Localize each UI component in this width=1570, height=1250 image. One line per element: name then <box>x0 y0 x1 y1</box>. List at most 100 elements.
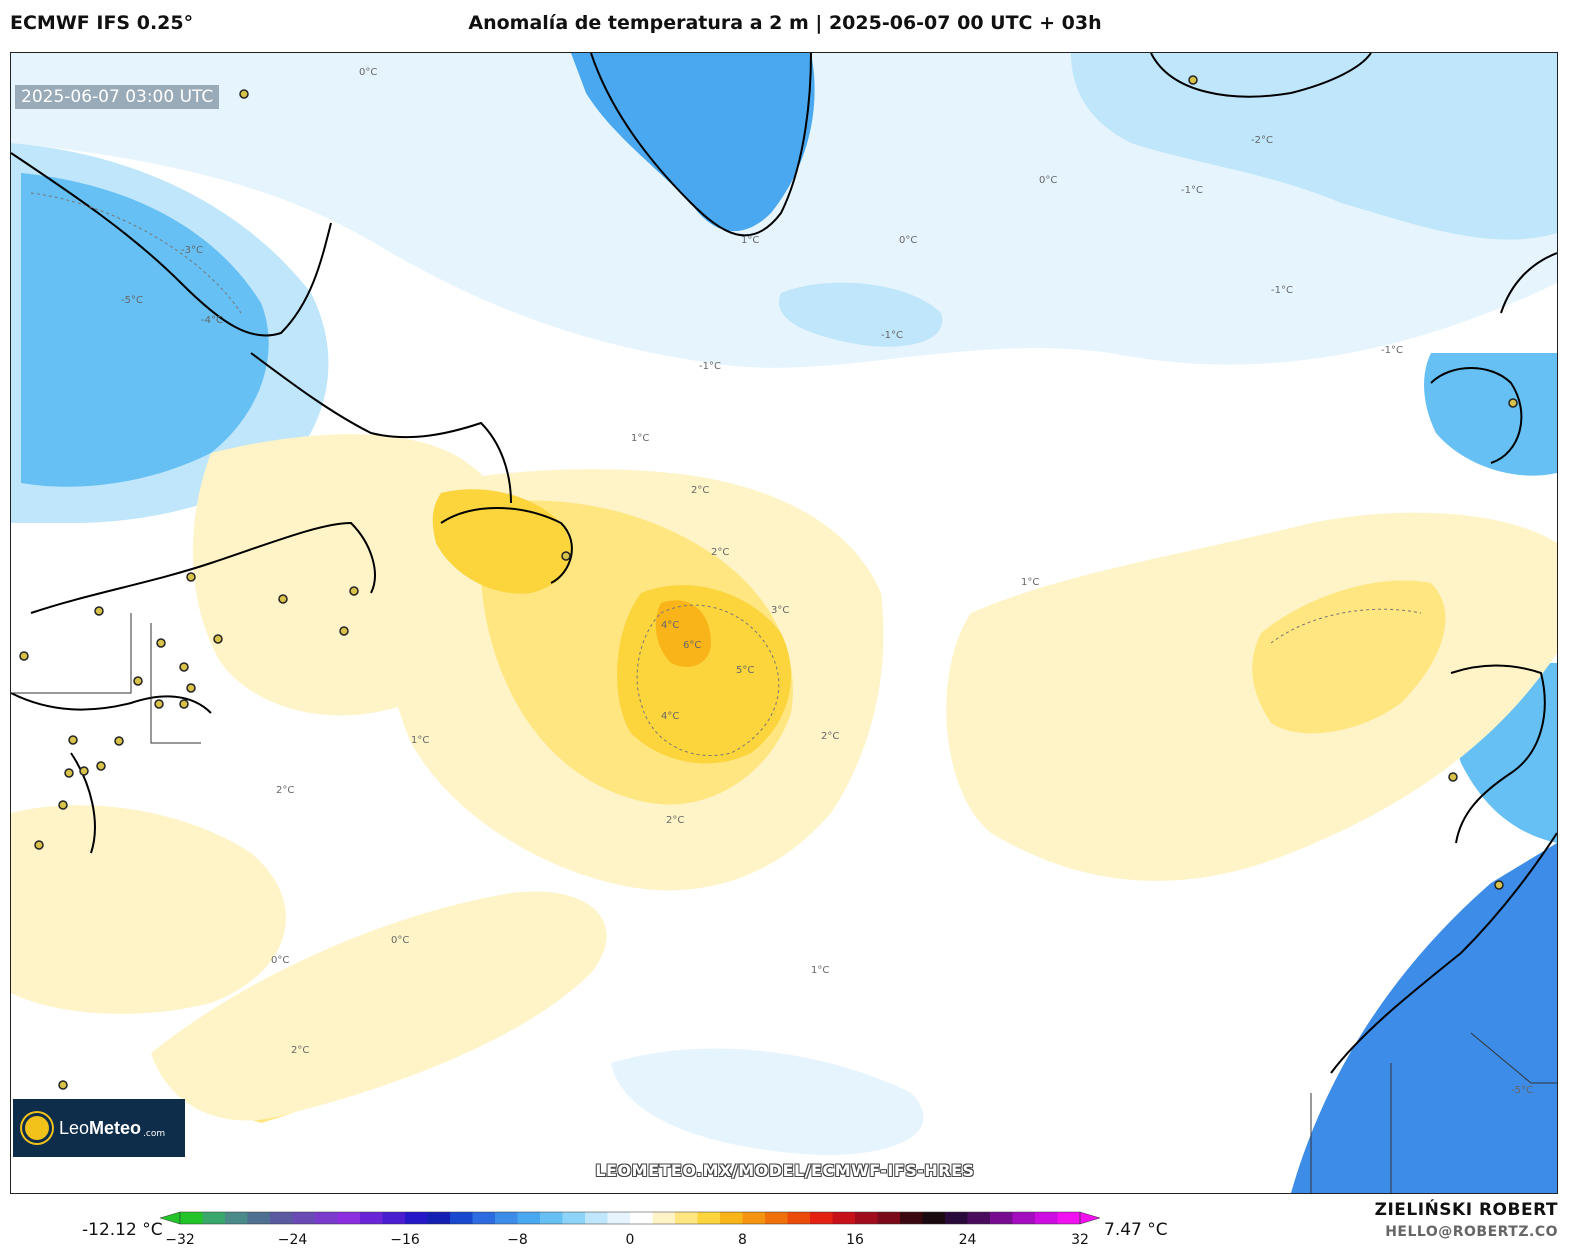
colorbar-swatch <box>832 1212 856 1224</box>
colorbar-swatch <box>742 1212 766 1224</box>
borders <box>11 613 1557 1193</box>
contour-label: -4°C <box>201 315 223 326</box>
contour-label: 2°C <box>821 731 839 742</box>
colorbar-swatch <box>900 1212 923 1224</box>
colorbar-min-value: -12.12 °C <box>82 1220 163 1240</box>
colorbar-swatch <box>877 1212 901 1224</box>
colorbar-tick-label: −24 <box>277 1232 308 1248</box>
contour-label: 2°C <box>291 1045 309 1056</box>
city-marker <box>179 699 189 709</box>
contour-label: 1°C <box>411 735 429 746</box>
colorbar-tick-label: 24 <box>958 1232 977 1248</box>
anomaly-field: 0°C 0°C 0°C 1°C -1°C -1°C 2°C 2°C 3°C 4°… <box>11 53 1557 1193</box>
contour-label: 2°C <box>711 547 729 558</box>
colorbar-swatch <box>922 1212 946 1224</box>
colorbar-swatch <box>472 1212 496 1224</box>
colorbar-tick-label: −32 <box>165 1232 195 1248</box>
colorbar-swatch <box>315 1212 338 1224</box>
colorbar-swatch <box>697 1212 721 1224</box>
city-marker <box>58 1080 68 1090</box>
city-marker <box>239 89 249 99</box>
city-marker <box>68 735 78 745</box>
colorbar-swatch <box>1012 1212 1036 1224</box>
colorbar-swatch <box>337 1212 361 1224</box>
logo-domain: .com <box>143 1129 166 1139</box>
anomaly-warm-east-atlantic <box>946 512 1557 881</box>
anomaly-cold-sw-atlantic <box>611 1048 924 1155</box>
sun-icon <box>25 1116 49 1140</box>
colorbar-swatch <box>765 1212 788 1224</box>
contour-label: 2°C <box>691 485 709 496</box>
colorbar-swatch <box>855 1212 878 1224</box>
author-contact[interactable]: HELLO@ROBERTZ.CO <box>1385 1224 1558 1240</box>
city-marker <box>154 699 164 709</box>
colorbar-swatch <box>787 1212 811 1224</box>
city-marker <box>561 551 571 561</box>
colorbar-arrow-right <box>1079 1211 1100 1225</box>
colorbar-swatch <box>427 1212 451 1224</box>
colorbar-swatch <box>292 1212 316 1224</box>
anomaly-map: 0°C 0°C 0°C 1°C -1°C -1°C 2°C 2°C 3°C 4°… <box>10 52 1558 1194</box>
city-marker <box>186 683 196 693</box>
colorbar-swatch <box>630 1212 653 1224</box>
colorbar-arrow-left <box>160 1211 181 1225</box>
city-marker <box>186 572 196 582</box>
city-marker <box>34 840 44 850</box>
city-marker <box>79 766 89 776</box>
contour-label: 4°C <box>661 620 679 631</box>
author-credit: ZIELIŃSKI ROBERT <box>1374 1200 1558 1220</box>
watermark-url[interactable]: LEOMETEO.MX/MODEL/ECMWF-IFS-HRES <box>595 1161 975 1180</box>
anomaly-warm-peak <box>655 600 711 667</box>
contour-label: 5°C <box>736 665 754 676</box>
colorbar-tick-label: 0 <box>625 1232 635 1248</box>
city-marker <box>94 606 104 616</box>
colorbar-swatch <box>360 1212 383 1224</box>
colorbar-max-value: 7.47 °C <box>1104 1220 1168 1240</box>
colorbar-swatch <box>495 1212 518 1224</box>
anomaly-warm-newfoundland <box>432 489 571 594</box>
contour-label: 2°C <box>276 785 294 796</box>
city-marker <box>349 586 359 596</box>
model-name: ECMWF IFS 0.25° <box>10 12 194 34</box>
colorbar-swatch <box>202 1212 226 1224</box>
colorbar-swatch <box>585 1212 608 1224</box>
city-marker <box>1448 772 1458 782</box>
anomaly-cold-ne-atlantic <box>1071 53 1557 240</box>
colorbar-swatch <box>382 1212 406 1224</box>
colorbar-tick-label: 8 <box>738 1232 747 1248</box>
contour-label: 6°C <box>683 640 701 651</box>
city-marker <box>156 638 166 648</box>
colorbar-swatch <box>540 1212 563 1224</box>
colorbar-swatch <box>1057 1212 1081 1224</box>
contour-label: 1°C <box>631 433 649 444</box>
city-marker <box>339 626 349 636</box>
colorbar-swatch <box>810 1212 833 1224</box>
anomaly-warm-southwest <box>11 805 286 1014</box>
leometeo-logo[interactable]: LeoMeteo .com <box>13 1099 185 1157</box>
contour-label: 3°C <box>771 605 789 616</box>
valid-time-stamp: 2025-06-07 03:00 UTC <box>15 85 220 109</box>
anomaly-cold-labrador-core <box>21 173 269 487</box>
logo-text: LeoMeteo <box>59 1117 142 1138</box>
contour-lines <box>30 192 1422 757</box>
contour-label: -5°C <box>121 295 143 306</box>
map-title: Anomalía de temperatura a 2 m | 2025-06-… <box>468 12 1102 34</box>
city-marker <box>64 768 74 778</box>
contour-label: -1°C <box>1381 345 1403 356</box>
colorbar-tick-label: 16 <box>846 1232 864 1248</box>
colorbar-swatch <box>180 1212 203 1224</box>
anomaly-cold-uk <box>1424 353 1557 476</box>
city-marker <box>278 594 288 604</box>
colorbar-swatch <box>450 1212 473 1224</box>
contour-label: -5°C <box>1511 1085 1533 1096</box>
contour-label: -1°C <box>881 330 903 341</box>
colorbar-outline <box>179 1211 1081 1225</box>
contour-label: -1°C <box>1181 185 1203 196</box>
contour-label: -1°C <box>1271 285 1293 296</box>
contour-label: -2°C <box>1251 135 1273 146</box>
city-marker <box>58 800 68 810</box>
colorbar-swatch <box>990 1212 1013 1224</box>
colorbar-swatch <box>562 1212 586 1224</box>
anomaly-cold-greenland <box>571 53 815 232</box>
colorbar-swatch <box>967 1212 991 1224</box>
